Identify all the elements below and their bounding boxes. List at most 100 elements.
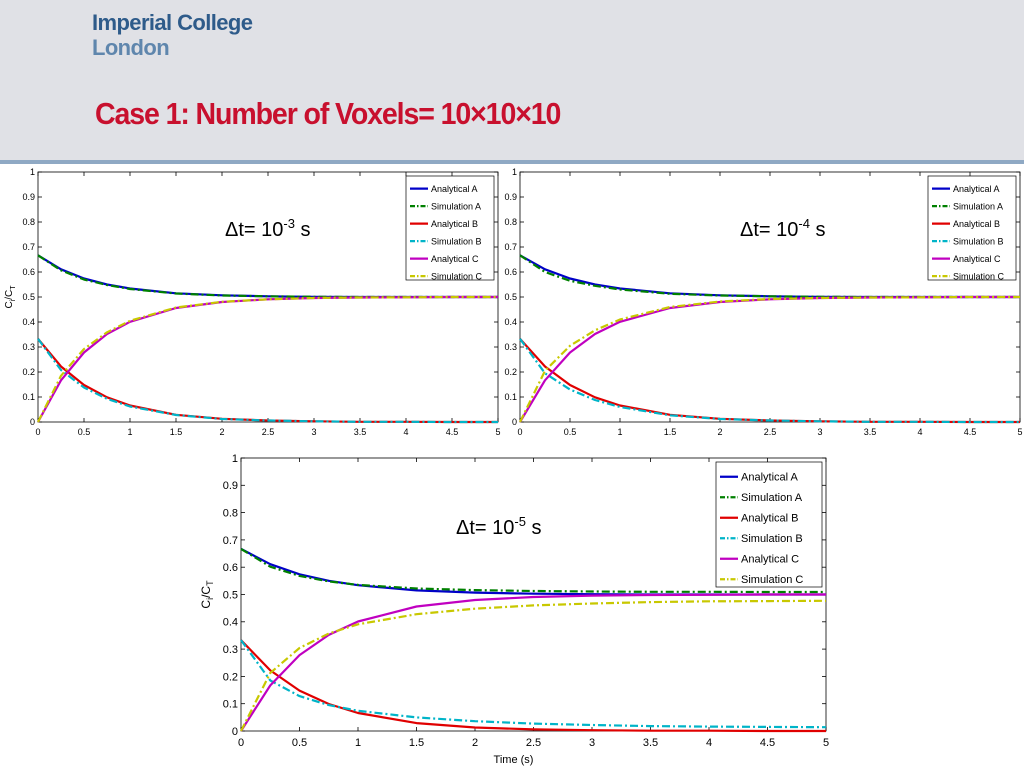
legend-label-simulation-b: Simulation B bbox=[741, 533, 803, 545]
annotation-unit: s bbox=[295, 219, 311, 241]
legend-label-simulation-c: Simulation C bbox=[431, 271, 483, 281]
x-axis-label: Time (s) bbox=[494, 754, 534, 766]
y-tick-label: 0.9 bbox=[22, 192, 35, 202]
y-tick-label: 0.8 bbox=[504, 217, 517, 227]
annotation-base: Δt= 10 bbox=[456, 517, 514, 539]
annotation-base: Δt= 10 bbox=[225, 219, 283, 241]
series-line-simulation-b bbox=[37, 338, 498, 424]
x-tick-label: 2 bbox=[717, 427, 722, 437]
y-tick-label: 0 bbox=[232, 726, 238, 738]
x-tick-label: 4.5 bbox=[446, 427, 459, 437]
x-tick-label: 0.5 bbox=[78, 427, 91, 437]
y-tick-label: 0.6 bbox=[223, 562, 238, 574]
x-tick-label: 5 bbox=[823, 737, 829, 749]
x-tick-label: 2 bbox=[219, 427, 224, 437]
ylabel-num: C bbox=[199, 600, 213, 609]
series-line-analytical-c bbox=[240, 593, 826, 732]
slide-title: Case 1: Number of Voxels= 10×10×10 bbox=[95, 96, 561, 131]
x-tick-label: 1.5 bbox=[409, 737, 424, 749]
legend: Analytical A Simulation A Analytical B Simu… bbox=[715, 461, 823, 588]
legend-label-analytical-c: Analytical C bbox=[741, 554, 799, 566]
y-tick-label: 1 bbox=[30, 167, 35, 177]
y-tick-label: 0.2 bbox=[22, 367, 35, 377]
y-tick-label: 0.6 bbox=[22, 267, 35, 277]
legend-box bbox=[715, 461, 823, 588]
y-tick-label: 0.5 bbox=[504, 292, 517, 302]
legend-label-simulation-a: Simulation A bbox=[431, 201, 481, 211]
series-line-analytical-b bbox=[240, 639, 826, 733]
x-tick-label: 0 bbox=[35, 427, 40, 437]
x-tick-label: 4.5 bbox=[964, 427, 977, 437]
series-line-simulation-b bbox=[519, 338, 1020, 424]
imperial-college-logo: Imperial College London bbox=[92, 10, 253, 60]
ylabel-num: C bbox=[4, 301, 15, 308]
y-axis-label: Ci/CT bbox=[4, 285, 17, 309]
x-tick-label: 3.5 bbox=[864, 427, 877, 437]
y-tick-label: 0 bbox=[30, 417, 35, 427]
annotation-exponent: -3 bbox=[283, 216, 295, 231]
y-tick-label: 0.3 bbox=[223, 644, 238, 656]
legend: Analytical A Simulation A Analytical B Simu… bbox=[405, 175, 495, 281]
chart-dt-1e-3: 0 0.5 1 1.5 2 2.5 3 3.5 4 4.5 5 0 0.1 0.2 0.3 0.4 0.5 0.6… bbox=[4, 167, 501, 437]
y-tick-label: 0.5 bbox=[22, 292, 35, 302]
x-tick-label: 5 bbox=[1017, 427, 1022, 437]
slide-header bbox=[0, 0, 1024, 160]
x-tick-label: 3.5 bbox=[643, 737, 658, 749]
chart-dt-1e-4: 0 0.5 1 1.5 2 2.5 3 3.5 4 4.5 5 0 0.1 0.2 0.3 0.4 0.5 0.6… bbox=[504, 167, 1022, 437]
legend-label-analytical-b: Analytical B bbox=[431, 219, 478, 229]
y-tick-label: 0.7 bbox=[223, 535, 238, 547]
legend-label-analytical-a: Analytical A bbox=[431, 184, 478, 194]
legend-label-simulation-a: Simulation A bbox=[953, 201, 1003, 211]
y-tick-label: 0.2 bbox=[223, 671, 238, 683]
x-tick-label: 2.5 bbox=[526, 737, 541, 749]
header-divider bbox=[0, 160, 1024, 164]
y-tick-label: 0.8 bbox=[22, 217, 35, 227]
y-tick-label: 0.4 bbox=[504, 317, 517, 327]
legend-label-analytical-b: Analytical B bbox=[741, 513, 798, 525]
annotation-base: Δt= 10 bbox=[740, 219, 798, 241]
legend-label-analytical-c: Analytical C bbox=[431, 254, 479, 264]
x-tick-label: 2.5 bbox=[764, 427, 777, 437]
legend-label-analytical-b: Analytical B bbox=[953, 219, 1000, 229]
x-tick-label: 3.5 bbox=[354, 427, 367, 437]
series-line-simulation-b bbox=[240, 639, 827, 729]
legend-label-analytical-a: Analytical A bbox=[741, 472, 799, 484]
x-tick-label: 4 bbox=[403, 427, 408, 437]
legend-label-analytical-a: Analytical A bbox=[953, 184, 1000, 194]
y-tick-label: 0 bbox=[512, 417, 517, 427]
x-tick-label: 3 bbox=[311, 427, 316, 437]
legend-label-simulation-b: Simulation B bbox=[431, 236, 482, 246]
y-tick-label: 0.7 bbox=[504, 242, 517, 252]
x-tick-label: 2 bbox=[472, 737, 478, 749]
x-tick-label: 3 bbox=[589, 737, 595, 749]
ylabel-num-sub: i bbox=[205, 598, 215, 600]
x-tick-label: 1 bbox=[355, 737, 361, 749]
x-tick-label: 1 bbox=[127, 427, 132, 437]
x-tick-label: 5 bbox=[495, 427, 500, 437]
y-tick-label: 0.7 bbox=[22, 242, 35, 252]
timestep-annotation: Δt= 10-3 s bbox=[225, 216, 311, 241]
legend-label-simulation-c: Simulation C bbox=[953, 271, 1005, 281]
timestep-annotation: Δt= 10-4 s bbox=[740, 216, 826, 241]
ylabel-num-sub: i bbox=[10, 299, 17, 301]
ylabel-den-sub: T bbox=[205, 580, 215, 586]
legend-box bbox=[405, 175, 495, 281]
x-tick-label: 1 bbox=[617, 427, 622, 437]
ylabel-den: /C bbox=[4, 290, 15, 300]
x-tick-label: 0.5 bbox=[564, 427, 577, 437]
x-tick-label: 1.5 bbox=[170, 427, 183, 437]
x-tick-label: 4 bbox=[917, 427, 922, 437]
annotation-exponent: -4 bbox=[798, 216, 810, 231]
series-line-simulation-c bbox=[240, 599, 827, 732]
y-tick-label: 0.3 bbox=[504, 342, 517, 352]
x-tick-label: 0.5 bbox=[292, 737, 307, 749]
ylabel-den-sub: T bbox=[10, 285, 17, 290]
legend: Analytical A Simulation A Analytical B Simu… bbox=[927, 175, 1017, 281]
timestep-annotation: Δt= 10-5 s bbox=[456, 514, 542, 539]
series-line-simulation-c bbox=[519, 295, 1020, 423]
logo-line-2: London bbox=[92, 35, 170, 60]
y-tick-label: 1 bbox=[512, 167, 517, 177]
y-tick-label: 1 bbox=[232, 453, 238, 465]
annotation-exponent: -5 bbox=[514, 514, 526, 529]
x-tick-label: 3 bbox=[817, 427, 822, 437]
